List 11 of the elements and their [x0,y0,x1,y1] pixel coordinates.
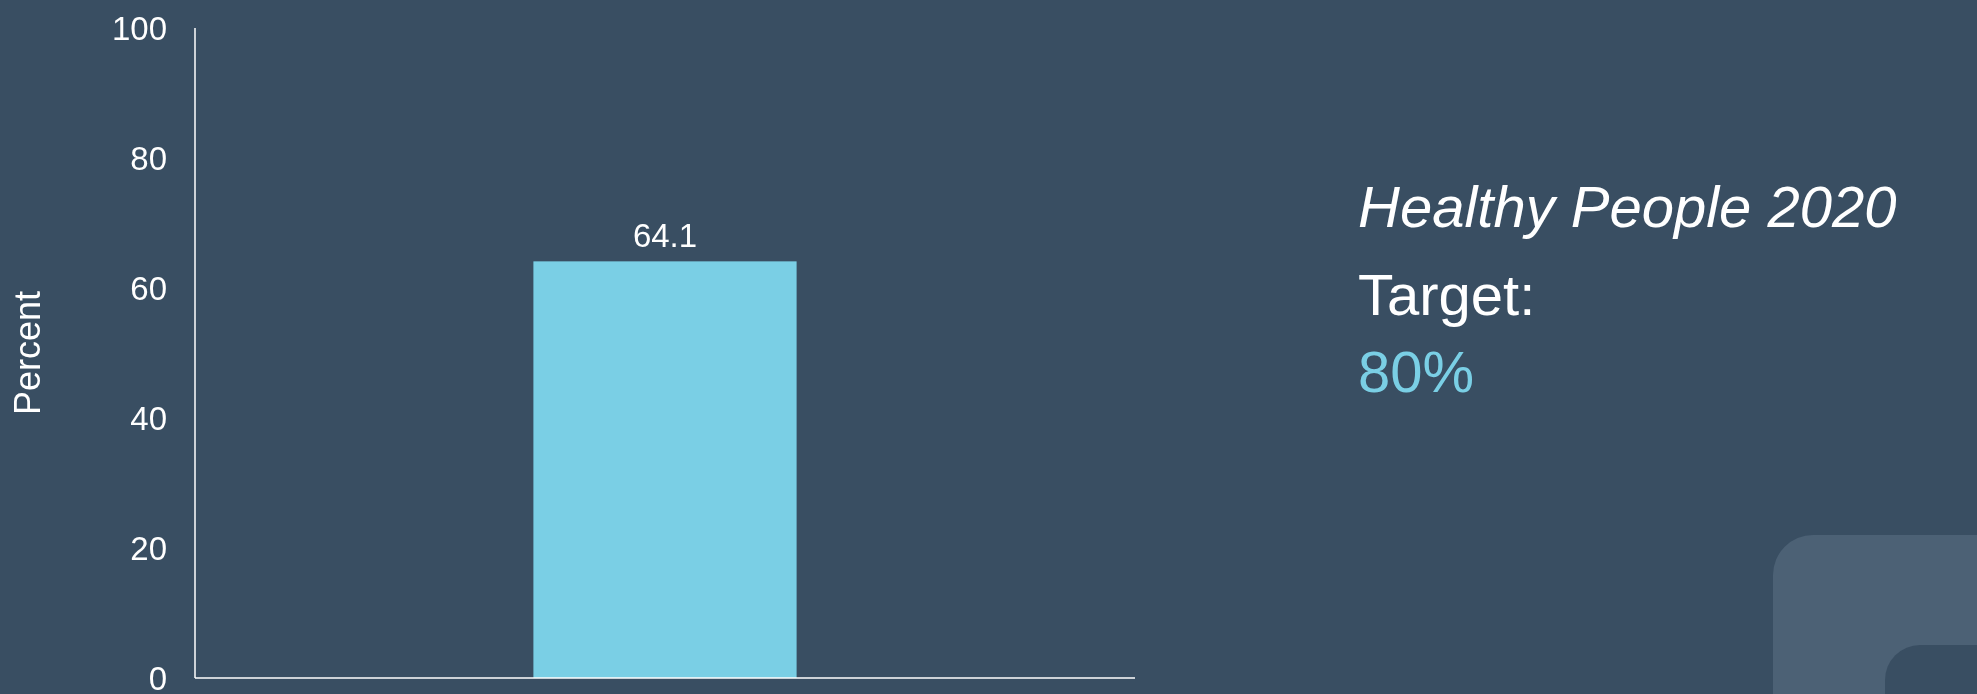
text: Target: [1358,262,1536,327]
y-tick-label: 80 [130,139,167,177]
text: 80% [1358,339,1475,404]
data-label: 64.1 [632,217,698,255]
y-tick-label: 0 [148,659,167,694]
text: Healthy People 2020 [1358,174,1897,239]
y-tick-label: 60 [130,269,167,307]
y-axis-title: Percent [7,290,48,416]
y-tick-label: 40 [130,399,167,437]
y-tick-label: 100 [111,9,167,47]
y-tick-label: 20 [130,529,167,567]
